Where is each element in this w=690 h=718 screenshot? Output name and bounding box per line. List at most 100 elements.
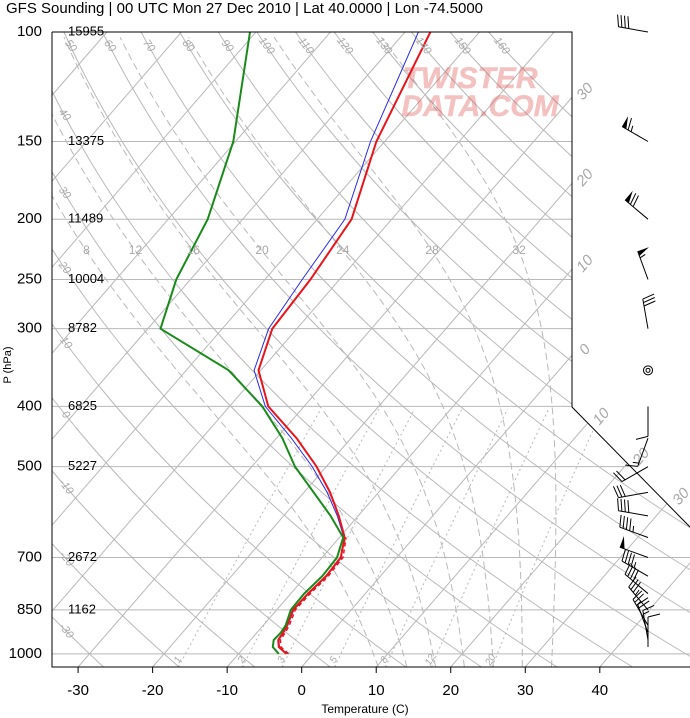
dry-adiabat xyxy=(448,32,690,667)
isotherm xyxy=(52,32,257,667)
x-tick-label: -10 xyxy=(216,682,238,699)
moist-adiabat-label: 20 xyxy=(255,243,269,257)
dry-adiabat xyxy=(371,32,690,667)
moist-adiabat xyxy=(273,37,523,667)
isotherm xyxy=(52,32,108,667)
watermark-line: DATA.COM xyxy=(401,90,559,123)
dry-adiabat-label: 100 xyxy=(256,35,277,58)
dry-adiabat-label: 10 xyxy=(57,334,75,352)
moist-adiabat xyxy=(63,37,437,667)
x-tick-label: 0 xyxy=(298,682,306,699)
dry-adiabat xyxy=(217,32,690,667)
height-label: 11489 xyxy=(68,211,103,226)
moist-adiabat xyxy=(52,37,379,667)
y-tick-label: 1000 xyxy=(9,645,42,662)
plot-frame xyxy=(51,31,690,668)
dry-adiabat-label: 110 xyxy=(295,35,316,57)
mixing-ratio-line xyxy=(241,408,380,667)
y-tick-label: 400 xyxy=(17,397,42,414)
moist-adiabat-label: 24 xyxy=(336,243,350,257)
wind-barb xyxy=(619,514,649,538)
y-tick-label: 200 xyxy=(17,210,42,227)
barb-staff xyxy=(625,438,649,467)
isotherm-label: 0 xyxy=(576,340,595,358)
barb-staff xyxy=(613,466,649,483)
mixing-ratio-line xyxy=(491,408,604,667)
isotherm xyxy=(52,32,555,667)
sounding-line xyxy=(159,32,345,655)
height-label: 6825 xyxy=(68,398,97,413)
mixing-ratio-label: 8 xyxy=(379,655,392,666)
calm-inner xyxy=(645,367,651,373)
wind-barb xyxy=(635,406,649,440)
calm-outer xyxy=(643,365,653,376)
mixing-ratio-line xyxy=(385,408,508,667)
mixing-ratio-label: 12 xyxy=(423,652,438,668)
barb-staff xyxy=(647,613,661,647)
isotherm xyxy=(524,32,690,667)
dry-adiabat xyxy=(332,32,690,667)
moist-adiabat-label: 8 xyxy=(83,243,90,257)
watermark-line: TWISTER xyxy=(403,62,538,95)
mixing-ratio-label: 3 xyxy=(276,655,289,666)
isotherm xyxy=(450,32,690,667)
wind-barb xyxy=(613,466,649,483)
barb-staff xyxy=(642,604,655,641)
isotherm xyxy=(52,32,182,667)
dry-adiabat-label: 40 xyxy=(56,106,74,124)
x-tick-label: -20 xyxy=(142,682,164,699)
dry-adiabat xyxy=(52,32,633,667)
wind-barb xyxy=(617,498,649,517)
wind-barb xyxy=(647,613,661,647)
wind-barb xyxy=(642,293,656,329)
isotherm-label: 20 xyxy=(572,165,597,190)
height-label: 2672 xyxy=(68,549,97,564)
y-tick-label: 150 xyxy=(17,132,42,149)
barb-staff xyxy=(642,293,656,329)
dry-adiabat xyxy=(62,32,690,667)
barb-staff xyxy=(624,193,649,220)
mixing-ratio-label: 1 xyxy=(172,655,184,665)
moist-adiabat-label: 32 xyxy=(512,243,526,257)
dry-adiabat-label: 60 xyxy=(101,37,119,55)
data-layer xyxy=(159,32,432,655)
x-axis-label: Temperature (C) xyxy=(321,702,408,716)
mixing-ratio-line xyxy=(177,408,322,667)
height-label: 10004 xyxy=(68,271,104,286)
dry-adiabat-label: 70 xyxy=(140,37,158,55)
barb-flag xyxy=(625,190,633,204)
x-tick-label: 20 xyxy=(442,682,459,699)
mixing-ratio-line xyxy=(431,408,550,667)
isotherm-label: 30 xyxy=(573,79,597,103)
wind-barb xyxy=(617,14,649,33)
isotherm-label: 30 xyxy=(669,484,690,508)
y-tick-label: 850 xyxy=(17,601,42,618)
dry-adiabat xyxy=(52,32,407,667)
dry-adiabat xyxy=(178,32,690,667)
dry-adiabat-label: 130 xyxy=(373,35,394,58)
dry-adiabat xyxy=(52,32,180,667)
moist-adiabat xyxy=(119,37,465,667)
sounding-line xyxy=(279,537,347,655)
dry-adiabat xyxy=(255,32,690,667)
wind-barb xyxy=(612,484,649,499)
barb-staff xyxy=(619,546,649,558)
wind-barb xyxy=(642,604,655,641)
wind-barb xyxy=(643,365,653,376)
mixing-ratio-label: 20 xyxy=(483,652,499,668)
wind-barb xyxy=(637,247,650,280)
height-label: 15955 xyxy=(68,23,104,38)
barb-staff xyxy=(617,14,649,33)
isotherm xyxy=(52,32,331,667)
moist-adiabat-label: 16 xyxy=(187,243,201,257)
dry-adiabat-label: 80 xyxy=(179,37,197,55)
y-tick-label: 250 xyxy=(17,270,42,287)
y-tick-label: 300 xyxy=(17,320,42,337)
dry-adiabat-label: 90 xyxy=(219,37,237,55)
mixing-ratio-label: 2 xyxy=(235,655,248,667)
isotherm-label: 10 xyxy=(573,251,597,275)
barb-staff xyxy=(624,562,649,594)
mixing-ratio-line xyxy=(281,408,416,667)
dry-adiabat-label: 120 xyxy=(334,35,355,58)
